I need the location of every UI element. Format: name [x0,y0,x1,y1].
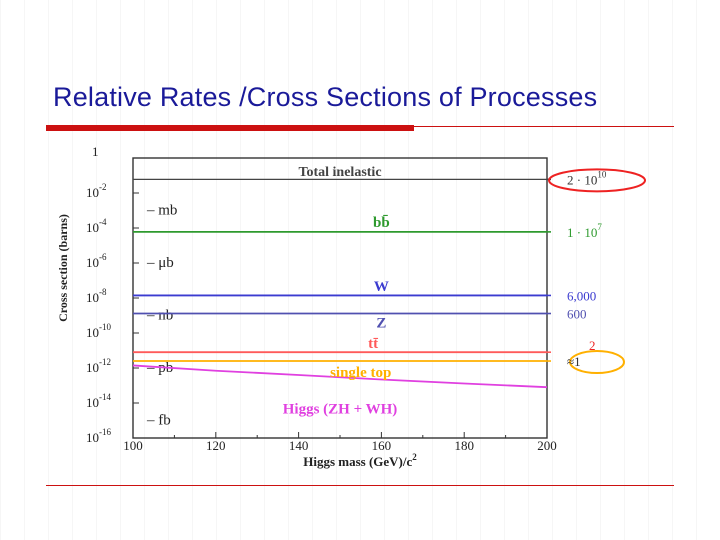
series-label: single top [330,365,391,381]
series-label: tt̄ [368,336,379,352]
x-axis-label-superscript: 2 [412,452,417,462]
y-tick-label: 10-12 [86,357,111,375]
series-label: Z [376,315,386,331]
y-tick-label-exponent: -10 [99,322,111,332]
rate-label: 1 · 107 [567,222,602,240]
title-underline-thin [46,126,674,127]
rate-label: 600 [567,307,587,322]
unit-label: – mb [146,203,177,219]
chart-labels: Total inelastic bb̄ W Ztt̄ single top Higgs (… [283,165,398,417]
rate-label-exponent: 7 [597,222,602,232]
rate-highlight-circle [548,168,646,193]
y-tick-label: 1 [92,144,99,159]
series-label: W [374,279,389,295]
y-tick-label-exponent: -16 [99,427,111,437]
y-axis-label: Cross section (barns) [56,214,70,322]
x-tick-label: 140 [289,438,309,453]
rate-label: ≈1 [567,354,581,369]
x-tick-label: 180 [454,438,474,453]
x-tick-label: 200 [537,438,557,453]
rate-label-exponent: 10 [597,169,607,179]
y-tick-label: 10-6 [86,252,107,270]
y-tick-label: 10-16 [86,427,111,445]
y-tick-label: 10-10 [86,322,111,340]
x-tick-label: 160 [372,438,392,453]
x-tick-label: 120 [206,438,226,453]
rate-label: 2 [589,338,596,353]
x-axis-label: Higgs mass (GeV)/c2 [303,452,417,469]
chart-axes: 100 120 140 160 180 200 Higgs mass (GeV)/c2 1 10… [56,144,557,469]
x-tick-label: 100 [123,438,143,453]
unit-label: – nb [146,308,173,324]
slide-title: Relative Rates /Cross Sections of Proces… [53,82,598,112]
unit-label: – fb [146,413,171,429]
chart-series [132,178,551,389]
y-tick-label: 10-14 [86,392,111,410]
series-label: bb̄ [373,215,390,231]
y-tick-label-exponent: -8 [99,287,107,297]
series-label: Higgs (ZH + WH) [283,401,398,417]
bottom-rule [46,485,674,486]
title-underline-thick [46,125,414,131]
y-tick-label: 10-2 [86,182,107,200]
y-tick-label: 10-4 [86,217,107,235]
y-tick-label-exponent: -2 [99,182,107,192]
rate-annotations: 2 · 1010 1 · 107 6,000 600 2 ≈1 [548,168,646,375]
rate-label: 2 · 1010 [567,169,607,187]
y-tick-label-exponent: -14 [99,392,111,402]
series-line [132,364,548,389]
y-tick-label-exponent: -12 [99,357,111,367]
y-tick-label: 10-8 [86,287,107,305]
plot-frame [132,157,548,439]
series-label: Total inelastic [298,165,381,180]
cross-section-chart: 100 120 140 160 180 200 Higgs mass (GeV)/c2 1 10… [56,144,646,469]
rate-highlight-circle [569,350,625,375]
unit-label: – μb [146,255,174,271]
rate-label: 6,000 [567,288,596,303]
y-tick-label-exponent: -4 [99,217,107,227]
y-tick-label-exponent: -6 [99,252,107,262]
